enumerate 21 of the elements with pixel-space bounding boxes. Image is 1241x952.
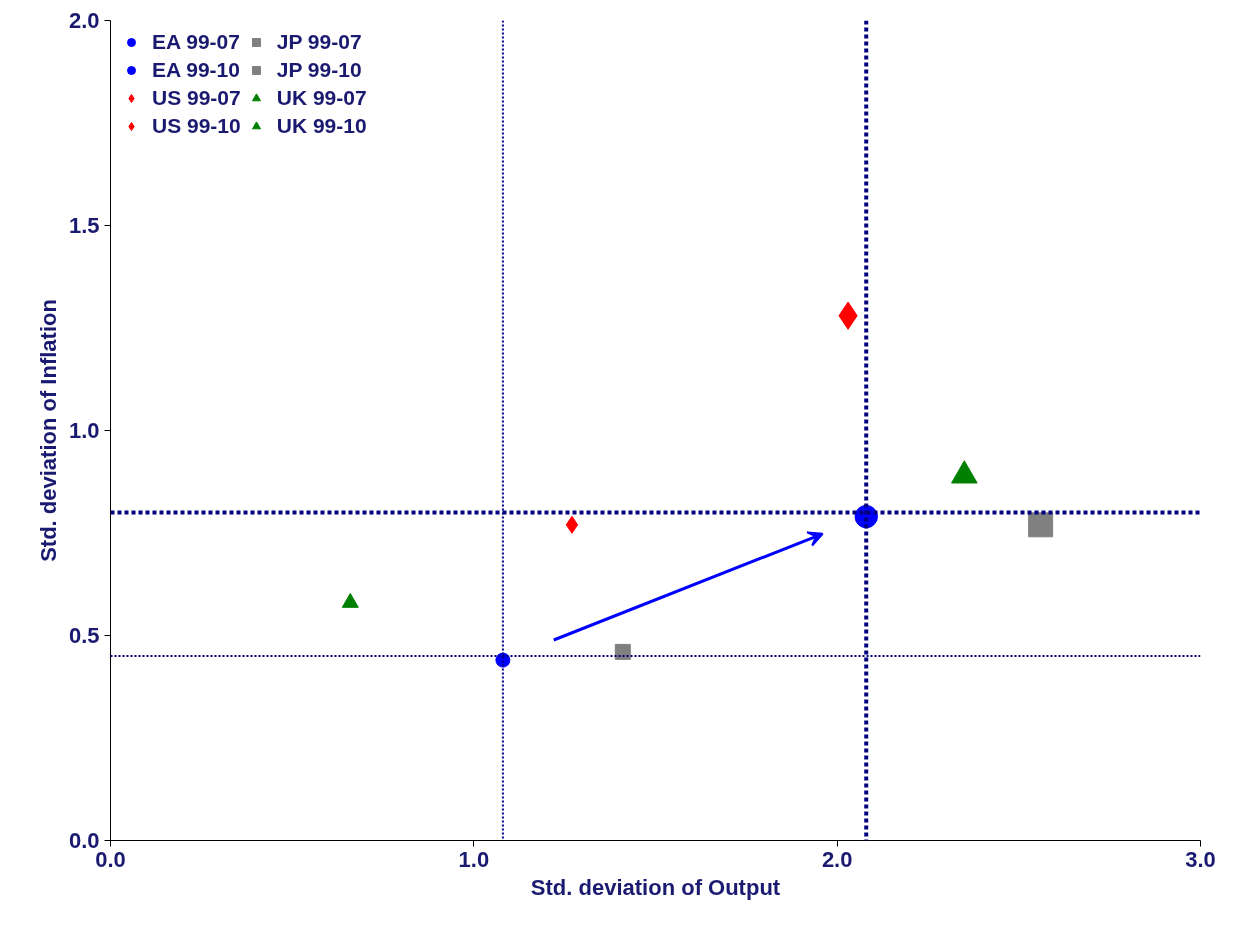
point (614, 643, 631, 660)
x-tick-label: 2.0 (821, 846, 853, 872)
legend-label: EA 99-10 (152, 58, 240, 82)
x-tick-label: 1.0 (458, 846, 490, 872)
x-tick-label: 3.0 (1185, 846, 1216, 872)
legend-label: JP 99-07 (276, 30, 362, 54)
y-axis-title: Std. deviation of Inflation (35, 299, 61, 562)
y-tick-label: 0.0 (68, 828, 100, 853)
y-tick-label: 0.5 (68, 623, 100, 648)
legend-label: US 99-10 (152, 114, 241, 138)
y-tick-label: 2.0 (68, 8, 100, 33)
legend-label: UK 99-07 (276, 86, 367, 110)
point (565, 515, 579, 534)
legend-label: JP 99-10 (276, 58, 362, 82)
x-axis-title: Std. deviation of Output (530, 874, 781, 900)
legend-label: UK 99-10 (276, 114, 367, 138)
point (1028, 512, 1054, 538)
y-tick-label: 1.0 (68, 418, 100, 443)
legend-label: EA 99-07 (152, 30, 240, 54)
legend-label: US 99-07 (152, 86, 241, 110)
y-tick-label: 1.5 (68, 213, 100, 238)
